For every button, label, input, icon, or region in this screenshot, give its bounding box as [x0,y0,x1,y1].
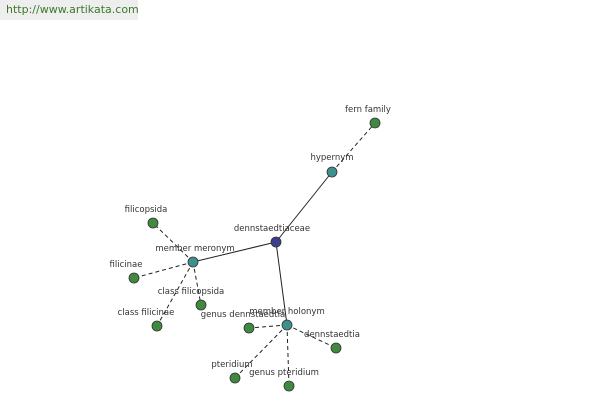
node-label: pteridium [211,360,252,370]
edge [275,241,288,326]
edge-dashed [156,261,194,327]
edge-dashed [286,324,290,387]
node-label: hypernym [310,153,353,163]
edge-dashed [286,324,337,349]
node [128,272,140,284]
node [187,256,199,268]
node [281,319,293,331]
node-label: dennstaedtia [304,330,360,340]
node-label: member meronym [155,244,234,254]
node-label: filicopsida [125,205,168,215]
node-label: fern family [345,105,391,115]
node [283,380,295,392]
node [147,217,159,229]
url-banner[interactable]: http://www.artikata.com [0,0,139,20]
edge-dashed [331,122,376,173]
edge-dashed [248,324,288,329]
edge-dashed [192,261,202,306]
node [151,320,163,332]
node-label: dennstaedtiaceae [234,224,310,234]
node [243,322,255,334]
edge-dashed [234,324,288,379]
node [229,372,241,384]
node [326,166,338,178]
node-label: member holonym [249,307,324,317]
edge-dashed [152,222,194,263]
edge [275,171,333,243]
node-label: class filicopsida [158,287,225,297]
node-label: genus pteridium [249,368,319,378]
node [195,299,207,311]
edge-dashed [133,261,194,279]
node-label: filicinae [110,260,143,270]
edge [192,241,277,263]
node [369,117,381,129]
node [330,342,342,354]
node [270,236,282,248]
node-label: class filicinae [118,308,175,318]
node-label: genus dennstaedtia [201,310,285,320]
